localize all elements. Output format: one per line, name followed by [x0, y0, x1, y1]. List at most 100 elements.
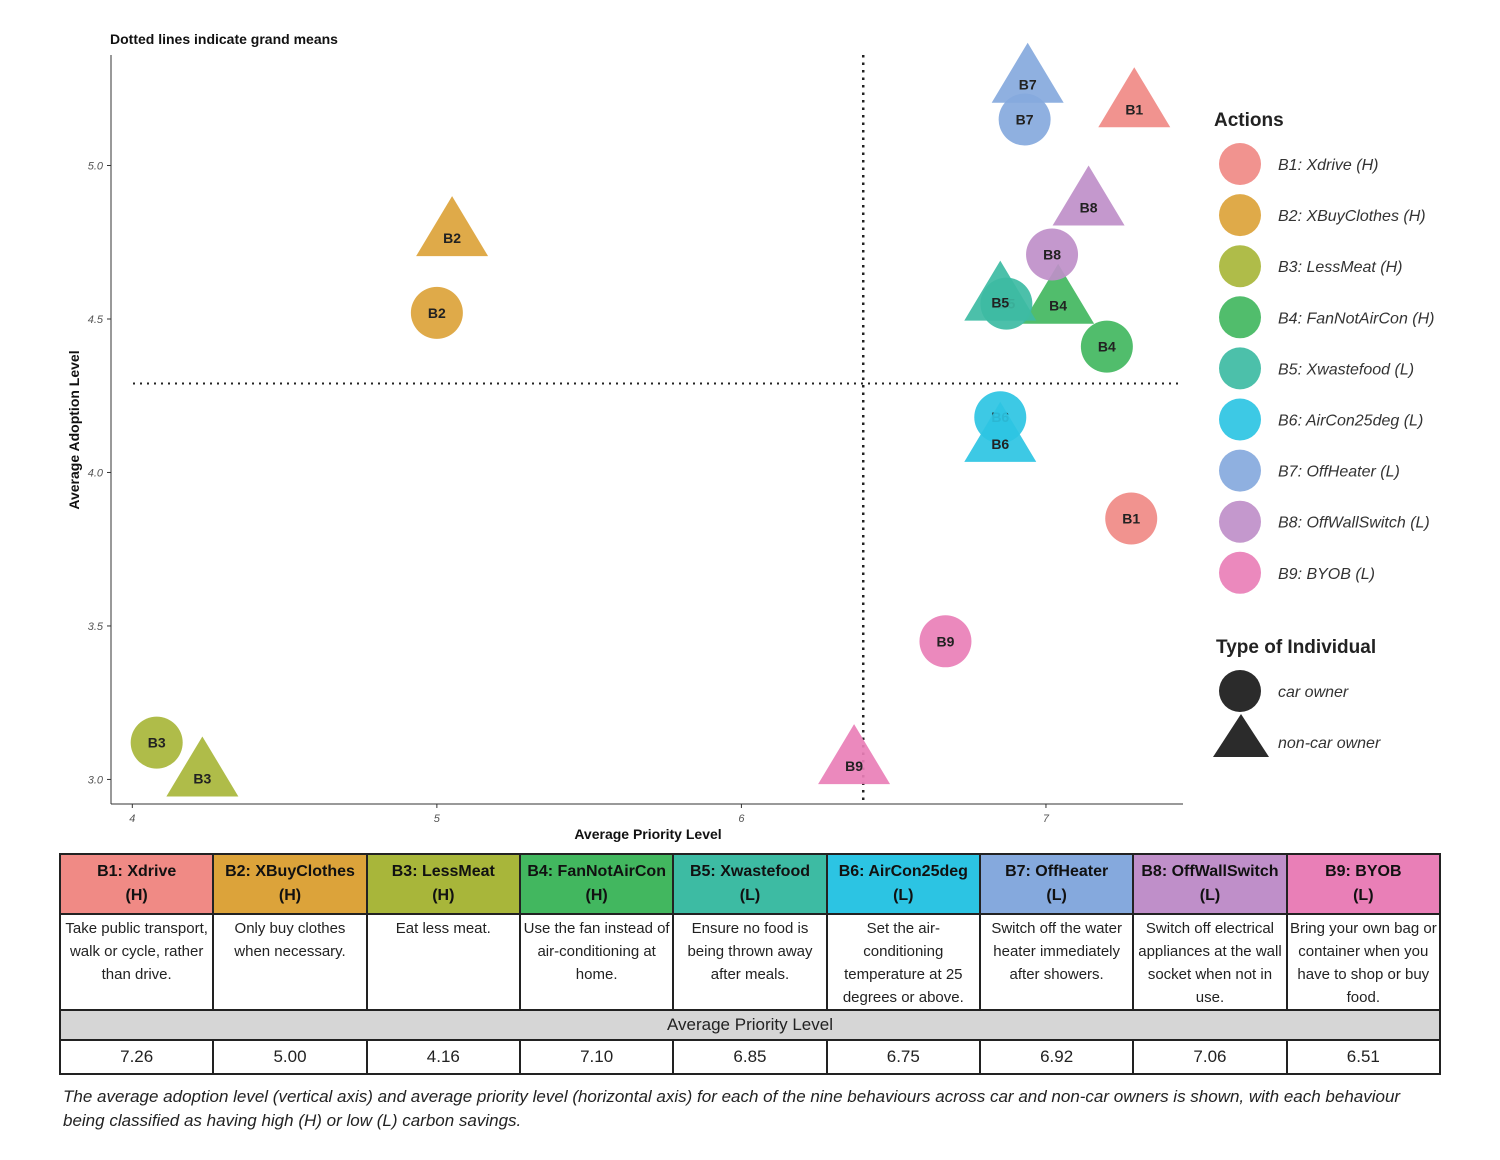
- table-description-b2: Only buy clothes when necessary.: [212, 913, 368, 1011]
- legend-swatch: [1219, 194, 1261, 237]
- table-header-b1: B1: Xdrive (H): [58, 853, 215, 915]
- legend-swatch: [1219, 449, 1261, 492]
- x-tick-label: 5: [434, 813, 441, 825]
- point-marker-circle: [130, 716, 183, 769]
- table-header-b5: B5: Xwastefood (L): [672, 853, 828, 915]
- y-tick-label: 3.5: [88, 621, 104, 633]
- table-value-b1: 7.26: [58, 1039, 215, 1075]
- chart-subtitle: Dotted lines indicate grand means: [110, 31, 338, 47]
- legend-item-b6: B6: AirCon25deg (L): [1219, 398, 1423, 441]
- table-header-b4: B4: FanNotAirCon (H): [518, 853, 675, 915]
- point-marker-circle: [410, 286, 463, 339]
- point-label: B7: [1019, 77, 1037, 93]
- behaviour-title: B1: Xdrive: [97, 863, 177, 880]
- table-value-b3: 4.16: [365, 1039, 521, 1075]
- legend-item-b5: B5: Xwastefood (L): [1219, 347, 1414, 390]
- behaviour-title: B2: XBuyClothes: [225, 863, 355, 880]
- legend-non-car-owner-label: non-car owner: [1278, 735, 1381, 752]
- x-tick-label: 6: [738, 813, 745, 825]
- point-label: B8: [1080, 199, 1098, 215]
- point-b2-car: B2: [410, 286, 463, 339]
- behaviour-carbon-tag: (L): [893, 887, 914, 904]
- legend-title-actions: Actions: [1214, 110, 1284, 131]
- behaviour-table: B1: Xdrive (H) B2: XBuyClothes (H) B3: LessM…: [58, 853, 1442, 1075]
- table-header-row: B1: Xdrive (H) B2: XBuyClothes (H) B3: LessM…: [58, 853, 1442, 915]
- legend-label: B6: AirCon25deg (L): [1278, 413, 1423, 430]
- legend-label: B5: Xwastefood (L): [1278, 361, 1414, 378]
- behaviour-carbon-tag: (L): [739, 887, 761, 904]
- behaviour-title: B6: AirCon25deg: [838, 863, 968, 880]
- behaviour-carbon-tag: (L): [1199, 887, 1221, 904]
- point-b4-noncar: B4: [1022, 263, 1095, 324]
- point-b3-car: B3: [130, 716, 183, 769]
- point-b8-noncar: B8: [1052, 165, 1125, 226]
- table-value-b6: 6.75: [825, 1039, 981, 1075]
- table-header-b6: B6: AirCon25deg (L): [825, 853, 981, 915]
- axes: 4 5 6 7 3.0 3.5 4.0 4.5 5.0: [88, 55, 1183, 825]
- x-axis-title: Average Priority Level: [574, 826, 721, 842]
- table-header-b3: B3: LessMeat (H): [365, 853, 521, 915]
- behaviour-carbon-tag: (H): [125, 887, 148, 904]
- point-marker-circle: [1080, 320, 1133, 373]
- behaviour-title: B9: BYOB: [1325, 863, 1402, 880]
- point-b1-car: B1: [1105, 492, 1158, 545]
- table-description-b1: Take public transport, walk or cycle, ra…: [58, 913, 215, 1011]
- point-label: B8: [1043, 247, 1061, 263]
- figure-caption: The average adoption level (vertical axi…: [63, 1087, 1401, 1130]
- legend-item-b1: B1: Xdrive (H): [1219, 143, 1378, 185]
- table-description-b7: Switch off the water heater immediately …: [978, 913, 1135, 1011]
- legend-swatch: [1219, 500, 1261, 543]
- table-header-b7: B7: OffHeater (L): [978, 853, 1135, 915]
- legend-actions: B1: Xdrive (H) B2: XBuyClothes (H) B3: Les…: [1219, 143, 1435, 594]
- table-header-b9: B9: BYOB (L): [1285, 853, 1442, 915]
- point-label: B1: [1125, 101, 1143, 117]
- legend-label: B2: XBuyClothes (H): [1278, 208, 1426, 225]
- point-b9-car: B9: [919, 615, 972, 668]
- point-marker-triangle: [818, 724, 891, 785]
- table-description-b4: Use the fan instead of air-conditioning …: [518, 913, 675, 1011]
- legend-label: B3: LessMeat (H): [1278, 259, 1402, 276]
- point-b3-noncar: B3: [166, 736, 239, 797]
- legend-item-b2: B2: XBuyClothes (H): [1219, 194, 1426, 237]
- y-tick-label: 5.0: [88, 161, 104, 173]
- x-tick-label: 4: [129, 813, 135, 825]
- point-marker-circle: [1026, 228, 1079, 281]
- legend-item-b3: B3: LessMeat (H): [1219, 245, 1402, 288]
- point-label: B3: [193, 770, 211, 786]
- behaviour-carbon-tag: (L): [1046, 887, 1067, 904]
- behaviour-carbon-tag: (H): [432, 887, 455, 904]
- point-marker-circle: [998, 93, 1051, 146]
- behaviour-carbon-tag: (L): [1353, 887, 1374, 904]
- point-marker-triangle: [964, 401, 1037, 462]
- behaviour-title: B5: Xwastefood: [689, 863, 810, 880]
- table-span-row: Average Priority Level: [59, 1009, 1441, 1041]
- y-tick-label: 4.0: [88, 467, 104, 479]
- legend-item-b9: B9: BYOB (L): [1219, 551, 1375, 594]
- grand-mean-lines: [133, 55, 1183, 804]
- point-marker-triangle: [416, 196, 489, 257]
- x-tick-label: 7: [1043, 813, 1050, 825]
- behaviour-carbon-tag: (H): [585, 887, 608, 904]
- point-b7-noncar: B7: [991, 42, 1064, 103]
- point-label: B2: [428, 305, 446, 321]
- table-value-b7: 6.92: [978, 1039, 1135, 1075]
- legend-swatch: [1219, 551, 1261, 594]
- table-header-b8: B8: OffWallSwitch (L): [1132, 853, 1288, 915]
- table-value-b2: 5.00: [212, 1039, 368, 1075]
- behaviour-title: B3: LessMeat: [391, 863, 495, 880]
- legend-swatch: [1219, 347, 1261, 390]
- point-marker-triangle: [1098, 67, 1171, 128]
- point-marker-triangle: [964, 260, 1037, 321]
- table-value-b5: 6.85: [672, 1039, 828, 1075]
- point-label: B7: [1016, 111, 1034, 127]
- legend-title-type: Type of Individual: [1216, 637, 1376, 658]
- table-value-b4: 7.10: [518, 1039, 675, 1075]
- legend-label: B1: Xdrive (H): [1278, 157, 1378, 174]
- table-description-b5: Ensure no food is being thrown away afte…: [672, 913, 828, 1011]
- table-description-b8: Switch off electrical appliances at the …: [1132, 913, 1288, 1011]
- table-description-row: Take public transport, walk or cycle, ra…: [58, 913, 1442, 1011]
- legend-non-car-owner-triangle: [1213, 714, 1269, 757]
- legend-label: B9: BYOB (L): [1278, 566, 1375, 583]
- point-marker-triangle: [991, 42, 1064, 103]
- legend: Actions B1: Xdrive (H) B2: XBuyClothes (H…: [1213, 110, 1435, 757]
